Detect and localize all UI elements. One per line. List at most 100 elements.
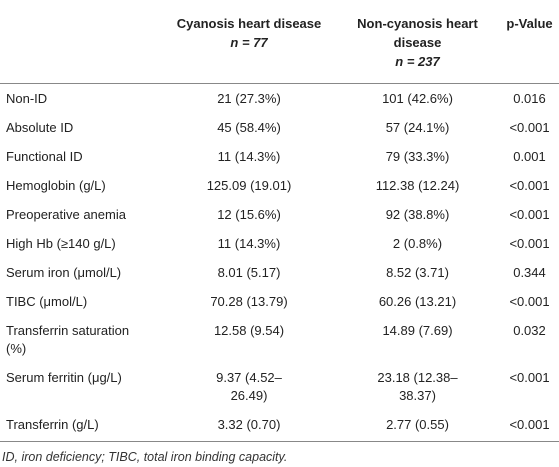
- cell-text: Preoperative anemia: [6, 207, 126, 222]
- header-empty: [0, 0, 163, 84]
- cell-text: 3.32 (0.70): [217, 417, 281, 432]
- column-title: Cyanosis heart disease: [176, 16, 322, 31]
- table-row: Functional ID 11 (14.3%) 79 (33.3%) 0.001: [0, 142, 559, 171]
- column-n: n = 237: [395, 54, 440, 69]
- cell: 2.77 (0.55): [335, 410, 500, 442]
- cell-text: 79 (33.3%): [385, 149, 450, 164]
- cell: 11 (14.3%): [163, 142, 335, 171]
- row-label: Transferrin (g/L): [0, 410, 163, 442]
- cell-text: <0.001: [509, 417, 550, 432]
- row-label: Non-ID: [0, 84, 163, 114]
- cell: 79 (33.3%): [335, 142, 500, 171]
- cell-text: <0.001: [509, 120, 550, 135]
- column-title: Non-cyanosis heart disease: [357, 16, 478, 50]
- cell-text: TIBC (μmol/L): [6, 294, 88, 309]
- cell-text: <0.001: [509, 236, 550, 251]
- cell-text: 11 (14.3%): [217, 149, 281, 164]
- cell-text: 2.77 (0.55): [386, 417, 449, 432]
- cell: 11 (14.3%): [163, 229, 335, 258]
- cell: 12 (15.6%): [163, 200, 335, 229]
- row-label: Preoperative anemia: [0, 200, 163, 229]
- cell: 92 (38.8%): [335, 200, 500, 229]
- table-row: Transferrin (g/L) 3.32 (0.70) 2.77 (0.55) <…: [0, 410, 559, 442]
- cell-text: 112.38 (12.24): [375, 178, 460, 193]
- row-label: Transferrin saturation (%): [0, 316, 163, 363]
- cell-text: Hemoglobin (g/L): [6, 178, 106, 193]
- row-label: High Hb (≥140 g/L): [0, 229, 163, 258]
- column-header: Non-cyanosis heart disease n = 237: [335, 0, 500, 84]
- cell: 21 (27.3%): [163, 84, 335, 114]
- row-label: Hemoglobin (g/L): [0, 171, 163, 200]
- cell-text: 125.09 (19.01): [206, 178, 292, 193]
- data-table: Cyanosis heart disease n = 77 Non-cyanosis…: [0, 0, 559, 442]
- cell-text: Serum ferritin (μg/L): [6, 370, 122, 385]
- footnote: ID, iron deficiency; TIBC, total iron bi…: [2, 450, 288, 464]
- cell: 0.032: [500, 316, 559, 363]
- cell: 12.58 (9.54): [163, 316, 335, 363]
- cell-text: 21 (27.3%): [217, 91, 281, 106]
- cell-text: 8.52 (3.71): [386, 265, 449, 280]
- cell: 0.344: [500, 258, 559, 287]
- cell: 0.016: [500, 84, 559, 114]
- column-header: p-Value: [500, 0, 559, 84]
- cell: 0.001: [500, 142, 559, 171]
- cell: 60.26 (13.21): [335, 287, 500, 316]
- cell: 8.52 (3.71): [335, 258, 500, 287]
- cell-text: 57 (24.1%): [385, 120, 450, 135]
- cell-text: 9.37 (4.52–26.49): [216, 370, 282, 403]
- cell: <0.001: [500, 287, 559, 316]
- column-title: p-Value: [506, 16, 553, 31]
- table-body: Non-ID 21 (27.3%) 101 (42.6%) 0.016 Absolute…: [0, 84, 559, 442]
- column-n: n = 77: [230, 35, 268, 50]
- row-label: Serum ferritin (μg/L): [0, 363, 163, 410]
- cell: 14.89 (7.69): [335, 316, 500, 363]
- table-row: Serum ferritin (μg/L) 9.37 (4.52–26.49) 23…: [0, 363, 559, 410]
- cell: 45 (58.4%): [163, 113, 335, 142]
- cell-text: 101 (42.6%): [382, 91, 453, 106]
- table-row: Preoperative anemia 12 (15.6%) 92 (38.8%) <…: [0, 200, 559, 229]
- cell: 23.18 (12.38–38.37): [335, 363, 500, 410]
- cell: 101 (42.6%): [335, 84, 500, 114]
- cell-text: 2 (0.8%): [392, 236, 443, 251]
- row-label: Functional ID: [0, 142, 163, 171]
- cell-text: 23.18 (12.38–38.37): [377, 370, 458, 403]
- cell-text: 11 (14.3%): [217, 236, 281, 251]
- cell-text: <0.001: [509, 294, 550, 309]
- cell: <0.001: [500, 113, 559, 142]
- cell-text: 8.01 (5.17): [217, 265, 281, 280]
- cell-text: 0.016: [513, 91, 546, 106]
- cell: 3.32 (0.70): [163, 410, 335, 442]
- cell-text: 12 (15.6%): [217, 207, 281, 222]
- cell-text: 12.58 (9.54): [213, 323, 285, 338]
- cell-text: 14.89 (7.69): [382, 323, 453, 338]
- row-label: TIBC (μmol/L): [0, 287, 163, 316]
- cell-text: 0.344: [513, 265, 546, 280]
- table-header: Cyanosis heart disease n = 77 Non-cyanosis…: [0, 0, 559, 84]
- cell-text: High Hb (≥140 g/L): [6, 236, 116, 251]
- cell: 112.38 (12.24): [335, 171, 500, 200]
- cell-text: Transferrin saturation (%): [6, 323, 130, 356]
- cell-text: Functional ID: [6, 149, 83, 164]
- cell: <0.001: [500, 229, 559, 258]
- cell-text: Absolute ID: [6, 120, 74, 135]
- cell: 2 (0.8%): [335, 229, 500, 258]
- table-row: TIBC (μmol/L) 70.28 (13.79) 60.26 (13.21) <…: [0, 287, 559, 316]
- cell: <0.001: [500, 410, 559, 442]
- cell-text: 60.26 (13.21): [378, 294, 457, 309]
- cell: <0.001: [500, 363, 559, 410]
- table-row: Hemoglobin (g/L) 125.09 (19.01) 112.38 (12…: [0, 171, 559, 200]
- cell-text: Transferrin (g/L): [6, 417, 99, 432]
- cell: 9.37 (4.52–26.49): [163, 363, 335, 410]
- cell-text: <0.001: [509, 207, 550, 222]
- cell: 70.28 (13.79): [163, 287, 335, 316]
- table-row: Transferrin saturation (%) 12.58 (9.54) 14…: [0, 316, 559, 363]
- row-label: Serum iron (μmol/L): [0, 258, 163, 287]
- cell-text: 70.28 (13.79): [210, 294, 288, 309]
- cell-text: 45 (58.4%): [217, 120, 281, 135]
- cell: <0.001: [500, 171, 559, 200]
- cell: 125.09 (19.01): [163, 171, 335, 200]
- cell-text: 0.032: [513, 323, 546, 338]
- cell-text: <0.001: [509, 178, 550, 193]
- column-header: Cyanosis heart disease n = 77: [163, 0, 335, 84]
